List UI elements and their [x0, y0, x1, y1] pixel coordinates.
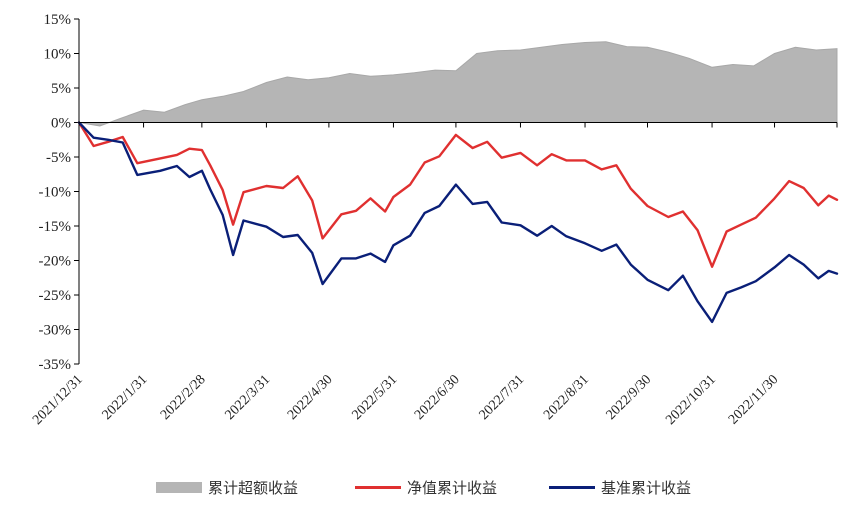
- x-tick-label: 2022/6/30: [412, 372, 463, 423]
- y-tick-label: -10%: [39, 185, 72, 201]
- x-tick-label: 2022/2/28: [158, 372, 209, 423]
- y-axis-ticks: 15% 10% 5% 0% -5% -10% -15% -20% -25% -30% -35%: [39, 12, 79, 373]
- x-tick-label: 2022/8/31: [541, 372, 592, 423]
- legend: 累计超额收益 净值累计收益 基准累计收益: [0, 472, 852, 502]
- chart: 15% 10% 5% 0% -5% -10% -15% -20% -25% -30% -35% 20…: [30, 12, 839, 428]
- y-tick-label: -30%: [39, 323, 72, 339]
- x-tick-label: 2022/7/31: [477, 372, 528, 423]
- legend-item-benchmark: 基准累计收益: [549, 472, 691, 502]
- y-tick-label: -25%: [39, 288, 72, 304]
- x-tick-label: 2022/9/30: [604, 372, 655, 423]
- return-lines-layer: [77, 121, 839, 324]
- y-tick-label: 10%: [44, 47, 72, 63]
- series-line-benchmark: [77, 121, 839, 324]
- series-line-net: [77, 121, 839, 268]
- x-tick-label: 2022/10/31: [663, 372, 719, 428]
- x-tick-label: 2022/3/31: [222, 372, 273, 423]
- y-tick-label: -15%: [39, 219, 72, 235]
- legend-item-excess: 累计超额收益: [156, 472, 298, 502]
- legend-swatch-net: [355, 485, 401, 489]
- x-tick-label: 2021/12/31: [30, 372, 86, 428]
- x-tick-label: 2022/4/30: [285, 372, 336, 423]
- legend-swatch-excess: [156, 481, 202, 493]
- axes: [78, 19, 837, 364]
- y-tick-label: -5%: [46, 150, 71, 166]
- y-tick-label: 0%: [51, 116, 71, 132]
- x-tick-label: 2022/11/30: [726, 372, 781, 427]
- legend-swatch-benchmark: [549, 485, 595, 489]
- y-tick-label: -35%: [39, 357, 72, 373]
- x-tick-label: 2022/1/31: [100, 372, 151, 423]
- y-tick-label: 5%: [51, 81, 71, 97]
- y-tick-label: 15%: [44, 12, 72, 28]
- x-axis-ticks: 2021/12/31 2022/1/31 2022/2/28 2022/3/31 202…: [30, 122, 838, 428]
- legend-label-net: 净值累计收益: [407, 478, 498, 497]
- y-tick-label: -20%: [39, 254, 72, 270]
- legend-label-benchmark: 基准累计收益: [601, 478, 692, 497]
- legend-item-net: 净值累计收益: [355, 472, 497, 502]
- legend-label-excess: 累计超额收益: [208, 478, 299, 497]
- x-tick-label: 2022/5/31: [350, 372, 401, 423]
- series-area-excess: [78, 41, 838, 127]
- excess-return-area-layer: [78, 41, 838, 127]
